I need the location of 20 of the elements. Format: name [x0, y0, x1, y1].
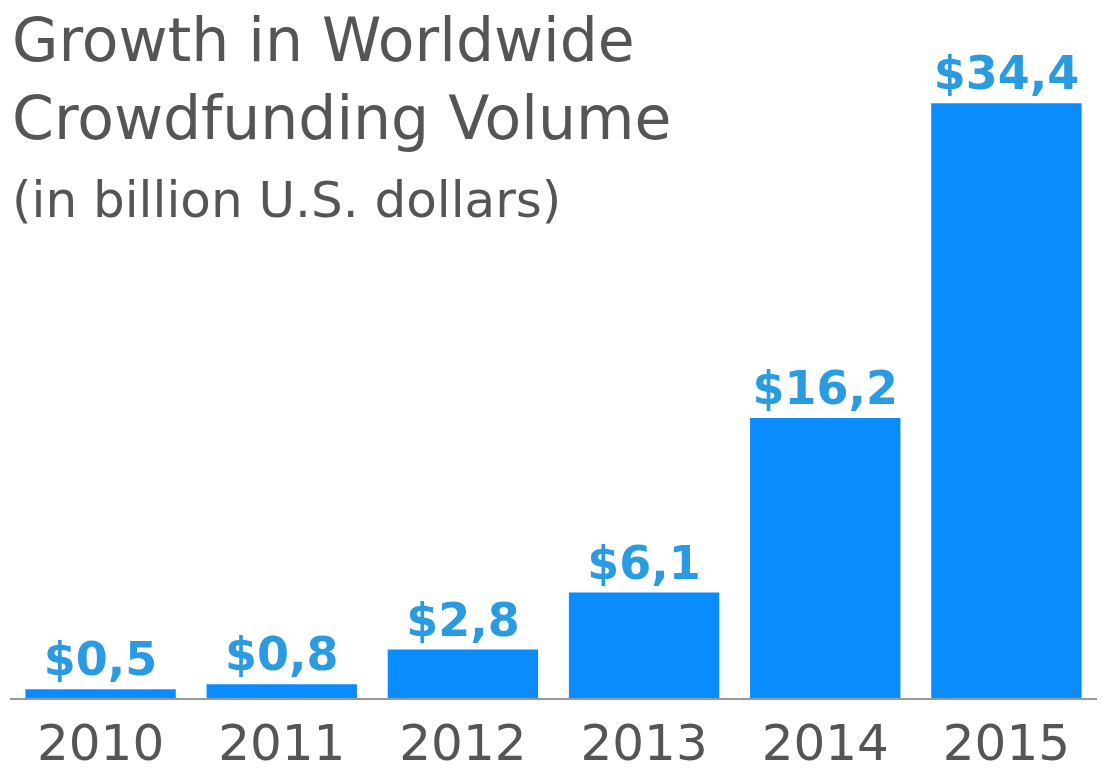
- data-label: $0,8: [225, 627, 339, 682]
- x-tick-label: 2012: [399, 714, 527, 772]
- x-tick-label: 2015: [942, 714, 1071, 772]
- data-label: $2,8: [406, 592, 520, 647]
- bar: [568, 592, 720, 698]
- data-label: $0,5: [43, 632, 158, 687]
- x-tick-label: 2014: [761, 714, 889, 772]
- data-label: $6,1: [587, 535, 701, 590]
- bar: [387, 649, 539, 698]
- bar: [750, 417, 901, 698]
- bar: [25, 689, 176, 698]
- x-tick-label: 2011: [218, 714, 346, 772]
- bar: [206, 684, 357, 698]
- x-tick-label: 2010: [36, 714, 165, 772]
- x-tick-label: 2013: [580, 714, 708, 772]
- data-label: $16,2: [752, 360, 899, 415]
- text: (in billion U.S. dollars): [12, 171, 562, 229]
- bar: [931, 103, 1082, 698]
- chart-title: Growth in Worldwide Crowdfunding Volume: [12, 5, 672, 153]
- data-label: $34,4: [933, 46, 1080, 101]
